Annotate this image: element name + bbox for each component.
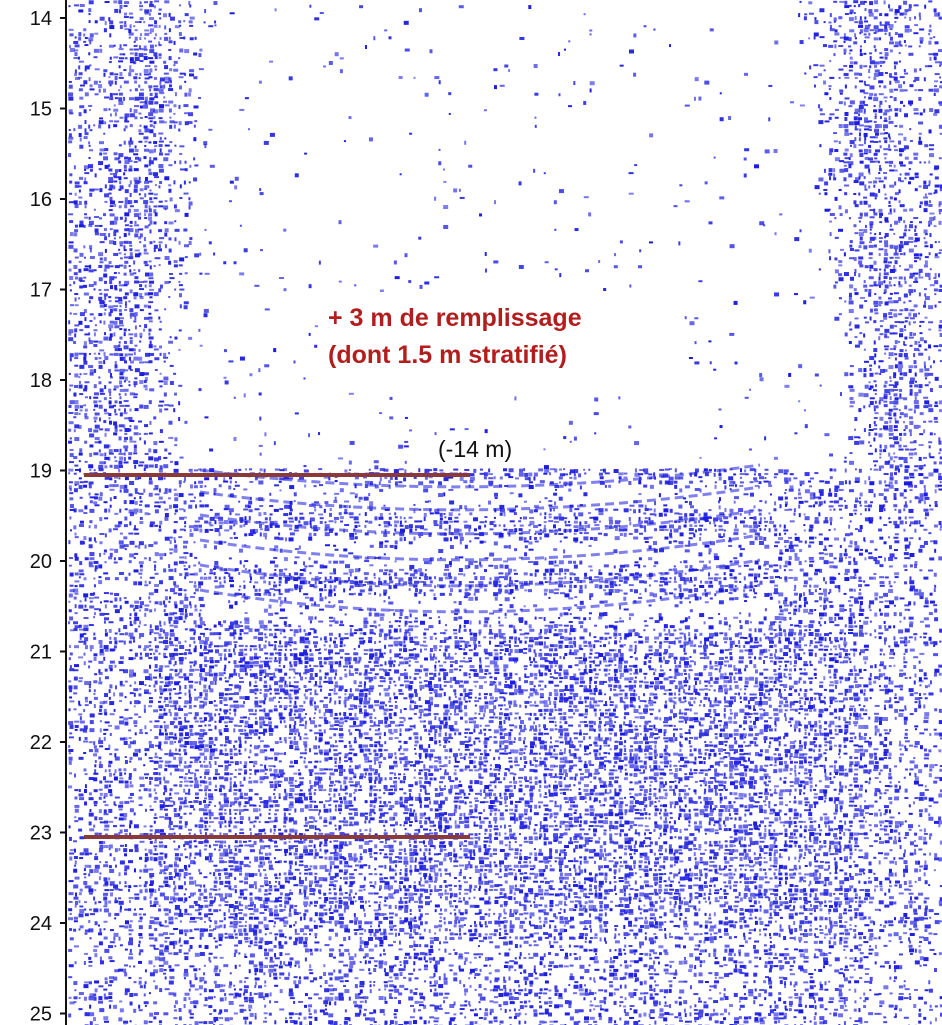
fill-annotation-line1: + 3 m de remplissage (328, 304, 582, 332)
depth-tick-label: 16 (30, 189, 52, 211)
depth-tick-label: 15 (30, 99, 52, 121)
depth-tick-label: 24 (30, 913, 52, 935)
depth-tick-label: 20 (30, 551, 52, 573)
depth-markers (84, 473, 470, 840)
fill-annotation-line2: (dont 1.5 m stratifié) (328, 341, 567, 369)
depth-tick-label: 19 (30, 461, 52, 483)
depth-label: (-14 m) (436, 436, 515, 463)
depth-tick-label: 18 (30, 370, 52, 392)
fill-annotation: + 3 m de remplissage (dont 1.5 m stratif… (318, 292, 684, 388)
depth-tick-label: 14 (30, 8, 52, 30)
depth-tick-label: 21 (30, 642, 52, 664)
depth-axis: 14 15 16 17 18 19 20 21 22 23 24 25 (0, 0, 67, 1025)
depth-tick-label: 25 (30, 1004, 52, 1025)
depth-tick-label: 22 (30, 732, 52, 754)
depth-tick-label: 23 (30, 823, 52, 845)
seismic-reflections (68, 0, 942, 1025)
depth-tick-label: 17 (30, 280, 52, 302)
